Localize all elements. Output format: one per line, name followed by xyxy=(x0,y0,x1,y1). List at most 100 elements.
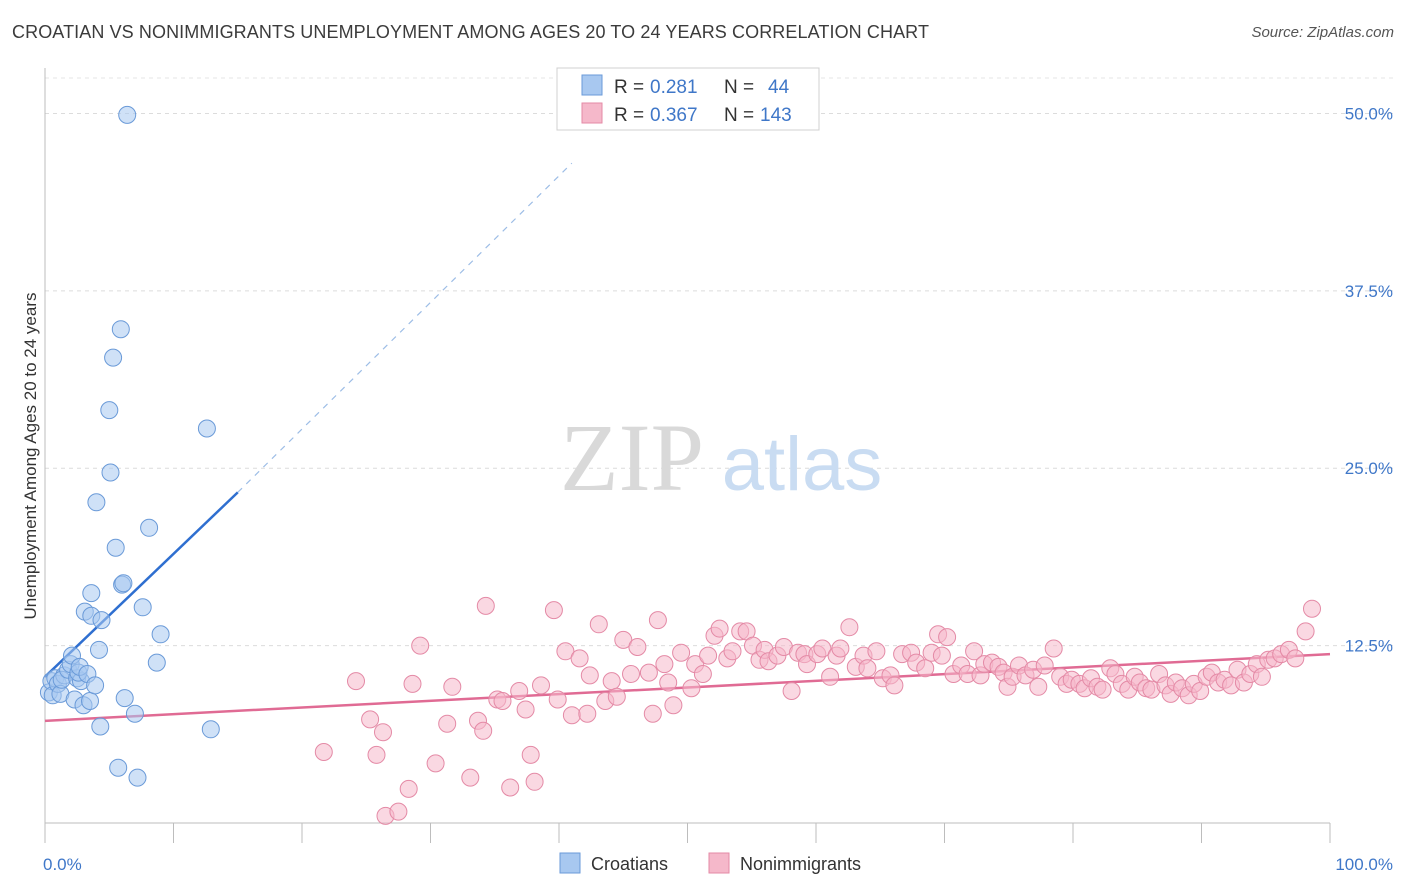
data-point-nonimmigrants xyxy=(399,779,418,798)
legend-swatch-nonimmigrants xyxy=(581,102,603,124)
tick-labels: 12.5% 25.0% 37.5% 50.0% 0.0% 100.0% xyxy=(43,104,1393,874)
data-point-nonimmigrants xyxy=(525,772,544,791)
data-point-nonimmigrants xyxy=(570,649,589,668)
data-point-nonimmigrants xyxy=(938,628,957,647)
legend-n-value-nonimmigrants: 143 xyxy=(760,105,792,126)
data-point-nonimmigrants xyxy=(622,665,640,683)
data-point-nonimmigrants xyxy=(314,743,333,761)
watermark-zip: ZIP xyxy=(560,404,704,511)
data-point-croatians xyxy=(82,584,101,603)
data-point-nonimmigrants xyxy=(659,673,678,692)
data-point-nonimmigrants xyxy=(347,672,365,691)
data-point-nonimmigrants xyxy=(628,638,647,656)
data-point-nonimmigrants xyxy=(614,630,633,649)
data-point-nonimmigrants xyxy=(664,696,683,715)
legend-n-label-croatians: N = xyxy=(724,77,754,98)
data-point-nonimmigrants xyxy=(932,646,951,665)
data-point-nonimmigrants xyxy=(916,659,935,678)
y-tick-label: 50.0% xyxy=(1345,104,1393,123)
data-point-croatians xyxy=(106,538,125,557)
series-croatians xyxy=(39,105,220,787)
x-tick-label: 100.0% xyxy=(1335,855,1393,874)
watermark-atlas: atlas xyxy=(722,422,883,507)
data-point-croatians xyxy=(140,518,159,537)
data-point-nonimmigrants xyxy=(639,663,658,682)
bottom-legend-label-croatians: Croatians xyxy=(591,854,668,874)
data-point-croatians xyxy=(86,676,105,695)
legend-r-label-croatians: R = xyxy=(614,77,644,98)
data-point-croatians xyxy=(118,105,137,124)
data-point-nonimmigrants xyxy=(1093,680,1112,699)
data-point-nonimmigrants xyxy=(1286,649,1305,668)
data-point-nonimmigrants xyxy=(367,745,386,764)
data-point-nonimmigrants xyxy=(607,687,626,706)
data-point-nonimmigrants xyxy=(578,704,597,723)
data-point-croatians xyxy=(87,493,106,512)
data-point-nonimmigrants xyxy=(461,768,480,787)
data-point-nonimmigrants xyxy=(682,679,701,698)
data-point-croatians xyxy=(114,574,133,593)
bottom-legend-label-nonimmigrants: Nonimmigrants xyxy=(740,854,861,874)
y-tick-label: 37.5% xyxy=(1345,282,1393,301)
data-point-nonimmigrants xyxy=(693,665,712,683)
bottom-legend-swatch-nonimmigrants xyxy=(708,852,730,874)
data-point-nonimmigrants xyxy=(403,674,422,693)
data-point-nonimmigrants xyxy=(516,700,535,719)
data-point-nonimmigrants xyxy=(1296,622,1315,641)
data-point-nonimmigrants xyxy=(821,667,840,686)
data-point-croatians xyxy=(125,704,144,723)
data-point-nonimmigrants xyxy=(443,677,462,696)
data-point-nonimmigrants xyxy=(867,642,886,661)
data-point-nonimmigrants xyxy=(474,721,493,740)
legend-n-label-nonimmigrants: N = xyxy=(724,105,754,126)
y-tick-label: 12.5% xyxy=(1345,637,1393,656)
data-point-nonimmigrants xyxy=(1252,667,1271,686)
data-point-croatians xyxy=(128,768,147,787)
bottom-legend: Croatians Nonimmigrants xyxy=(559,852,861,874)
data-point-nonimmigrants xyxy=(556,642,575,661)
legend-swatch-croatians xyxy=(581,74,603,96)
data-point-nonimmigrants xyxy=(532,676,550,695)
data-point-nonimmigrants xyxy=(840,618,859,637)
data-point-croatians xyxy=(201,720,220,739)
legend-r-value-nonimmigrants: 0.367 xyxy=(650,105,698,126)
data-point-nonimmigrants xyxy=(885,676,904,695)
data-point-nonimmigrants xyxy=(1303,599,1321,618)
data-point-croatians xyxy=(197,419,216,438)
data-points xyxy=(39,105,1321,825)
data-point-croatians xyxy=(100,401,119,420)
data-point-croatians xyxy=(133,598,152,617)
data-point-croatians xyxy=(111,320,130,339)
data-point-nonimmigrants xyxy=(562,706,581,725)
data-point-nonimmigrants xyxy=(655,655,674,674)
data-point-croatians xyxy=(81,692,99,710)
data-point-nonimmigrants xyxy=(858,659,877,678)
chart-source: Source: ZipAtlas.com xyxy=(1251,24,1394,41)
y-tick-label: 25.0% xyxy=(1345,459,1393,478)
data-point-nonimmigrants xyxy=(1029,677,1048,696)
trend-line-croatians xyxy=(44,491,239,678)
data-point-nonimmigrants xyxy=(493,692,512,710)
data-point-nonimmigrants xyxy=(544,601,563,620)
data-point-nonimmigrants xyxy=(426,754,445,773)
data-point-nonimmigrants xyxy=(580,666,599,685)
bottom-legend-swatch-croatians xyxy=(559,852,581,874)
data-point-nonimmigrants xyxy=(782,682,801,700)
data-point-croatians xyxy=(147,653,166,672)
data-point-croatians xyxy=(90,640,108,659)
data-point-nonimmigrants xyxy=(965,642,984,661)
data-point-croatians xyxy=(101,463,120,482)
gridlines xyxy=(45,77,1393,647)
data-point-nonimmigrants xyxy=(476,596,495,615)
y-axis-label: Unemployment Among Ages 20 to 24 years xyxy=(21,293,40,620)
series-nonimmigrants xyxy=(314,596,1321,825)
trend-line-croatians-extension xyxy=(237,162,573,493)
data-point-croatians xyxy=(104,348,123,367)
data-point-nonimmigrants xyxy=(374,723,392,742)
data-point-croatians xyxy=(91,717,110,736)
data-point-nonimmigrants xyxy=(699,646,718,665)
data-point-croatians xyxy=(115,689,134,708)
data-point-nonimmigrants xyxy=(510,682,529,700)
data-point-nonimmigrants xyxy=(723,642,742,661)
